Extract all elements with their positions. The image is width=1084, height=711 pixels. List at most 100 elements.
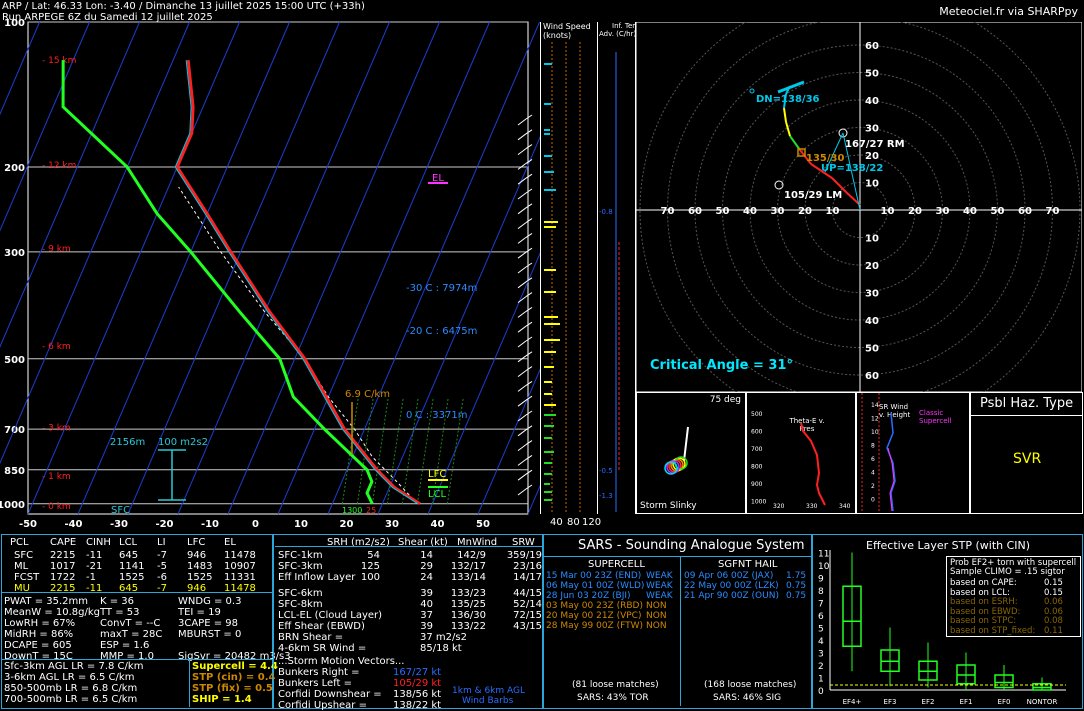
- hodo-xtick-r-0: 70: [1046, 206, 1060, 217]
- sars-hail-date: 09 Apr 06 00Z (JAX): [684, 571, 774, 581]
- wind-barb-flag: [525, 306, 533, 312]
- parcel-cell: 11478: [224, 550, 256, 561]
- lcl-label: LCL: [428, 489, 447, 500]
- srw-ytick-0: 14: [871, 402, 879, 409]
- stp-ytick-6: 5: [818, 625, 824, 635]
- sars-sup-type: WEAK: [646, 591, 673, 601]
- wind-barb: [517, 340, 527, 348]
- stp-row-label: based on LCL:: [950, 587, 1010, 598]
- sars-sup: SUPERCELL: [588, 559, 645, 570]
- thetae-xtick-0: 320: [773, 503, 785, 510]
- kin-val: 14/17: [513, 572, 542, 583]
- skewt-frame: [27, 21, 529, 515]
- kin-val: 359/19: [506, 550, 542, 561]
- divider: [680, 556, 681, 706]
- height-label-2: - 9 km: [42, 244, 71, 254]
- credit: Meteociel.fr via SHARPpy: [939, 5, 1078, 18]
- motion-label: Bunkers Left =: [278, 678, 352, 689]
- temp-tick-1: -40: [64, 519, 82, 530]
- thetae-line: [800, 422, 826, 506]
- wind-barb: [517, 281, 527, 289]
- dn-marker: [749, 88, 755, 94]
- hodo-trace: [845, 191, 861, 206]
- hodo-ytick-up-5: 10: [865, 179, 879, 190]
- index-cell: WNDG = 0.3: [178, 596, 242, 607]
- wind-barb-flag: [525, 247, 533, 253]
- lapse-3: 700-500mb LR = 6.5 C/km: [4, 694, 138, 705]
- header-line1: ARP / Lat: 46.33 Lon: -3.40 / Dimanche 1…: [2, 1, 365, 12]
- tempadv-units: Adv. (C/hr): [599, 30, 637, 38]
- hodo-ytick-dn-3: 30: [865, 289, 879, 300]
- hodo-trace: [831, 177, 847, 193]
- wind-barb-flag: [525, 218, 533, 224]
- stp-box: [994, 674, 1014, 689]
- hodo-ytick-dn-0: 60: [865, 371, 879, 382]
- stp-ytick-9: 2: [818, 662, 824, 672]
- stp-row-label: based on ESRH:: [950, 597, 1018, 607]
- wind-barb: [517, 325, 527, 333]
- thetae-ytick-5: 1000: [751, 499, 766, 506]
- stp-ytick-1: 10: [818, 562, 830, 572]
- parcel-trace: [178, 186, 418, 505]
- stp-ytick-7: 4: [818, 637, 824, 647]
- hodo-ytick-dn-1: 50: [865, 344, 879, 355]
- kin-val: 132/17: [450, 561, 486, 572]
- temp-tick-9: 40: [431, 519, 445, 530]
- sars-sup-date: 28 Jun 03 20Z (BJI): [546, 591, 631, 601]
- kin-val: 133/22: [450, 621, 486, 632]
- index-cell: ConvT = --C: [100, 618, 161, 629]
- up-label: UP=138/22: [821, 163, 883, 174]
- motion-val: 138/56 kt: [393, 689, 442, 700]
- temp-tick-7: 20: [340, 519, 354, 530]
- divider: [2, 592, 272, 593]
- wind-barb: [517, 310, 527, 318]
- srwind-val: 85/18 kt: [420, 643, 462, 654]
- parcel-header-6: EL: [224, 537, 236, 548]
- index-cell: TT = 53: [100, 607, 140, 618]
- wind-barb: [517, 458, 527, 466]
- stp-row-val: 0.06: [1044, 597, 1063, 607]
- hazard-panel: Psbl Haz. Type SVR: [970, 392, 1083, 514]
- temp-tick-4: -10: [201, 519, 219, 530]
- sars-sup-type: NON: [646, 601, 667, 611]
- kin-val: 37: [420, 610, 433, 621]
- virtual-temp-line: [174, 60, 419, 505]
- index-cell: 3CAPE = 98: [178, 618, 238, 629]
- m30-label: -30 C : 7974m: [406, 283, 477, 294]
- wind-barb: [517, 162, 527, 170]
- brn-val: 37 m2/s2: [420, 632, 467, 643]
- tempadv-lines: [615, 52, 620, 512]
- hodograph: 60 60 50 50 40 40 30 30 20 20 10 10 70 70 60 60 50 50 40 40…: [636, 22, 1082, 392]
- wind-barb: [517, 236, 527, 244]
- wind-barb: [517, 355, 527, 363]
- temp-tick-10: 50: [476, 519, 490, 530]
- kin-val: 39: [420, 621, 433, 632]
- parcel-cell: SFC: [14, 550, 34, 561]
- height-label-0: - 15 km: [42, 56, 76, 66]
- kin-label: SFC-1km: [278, 550, 323, 561]
- hodo-ytick-dn-5: 10: [865, 234, 879, 245]
- wind-barb: [517, 207, 527, 215]
- hodo-trace: [799, 149, 812, 165]
- isotherm: [0, 21, 41, 116]
- wind-barb: [517, 384, 527, 392]
- thetae-title: Theta-E v. Pres: [789, 417, 825, 433]
- lm-label: 105/29 LM: [784, 190, 842, 201]
- index-cell: DCAPE = 605: [4, 640, 72, 651]
- parcel-cell: 1483: [187, 561, 213, 572]
- mean-label: 135/30: [806, 153, 844, 164]
- wind-barb-flag: [525, 277, 533, 283]
- index-cell: MeanW = 10.8g/kg: [4, 607, 100, 618]
- kin-val: 23/16: [513, 561, 542, 572]
- stp-xtick-4: EF0: [998, 698, 1011, 706]
- kin-header-3: SRW: [512, 537, 535, 548]
- parcel-header-4: LI: [157, 537, 166, 548]
- wind-barb-flag: [525, 188, 533, 194]
- hodo-ytick-dn-2: 40: [865, 316, 879, 327]
- sars-sup-date: 15 Mar 00 23Z (END): [546, 571, 642, 581]
- temp-tick-3: -20: [155, 519, 173, 530]
- srwind-sub: Classic Supercell: [919, 409, 952, 425]
- height-label-3: - 6 km: [42, 342, 71, 352]
- motion-val: 167/27 kt: [393, 667, 442, 678]
- thetae-xtick-2: 340: [839, 503, 851, 510]
